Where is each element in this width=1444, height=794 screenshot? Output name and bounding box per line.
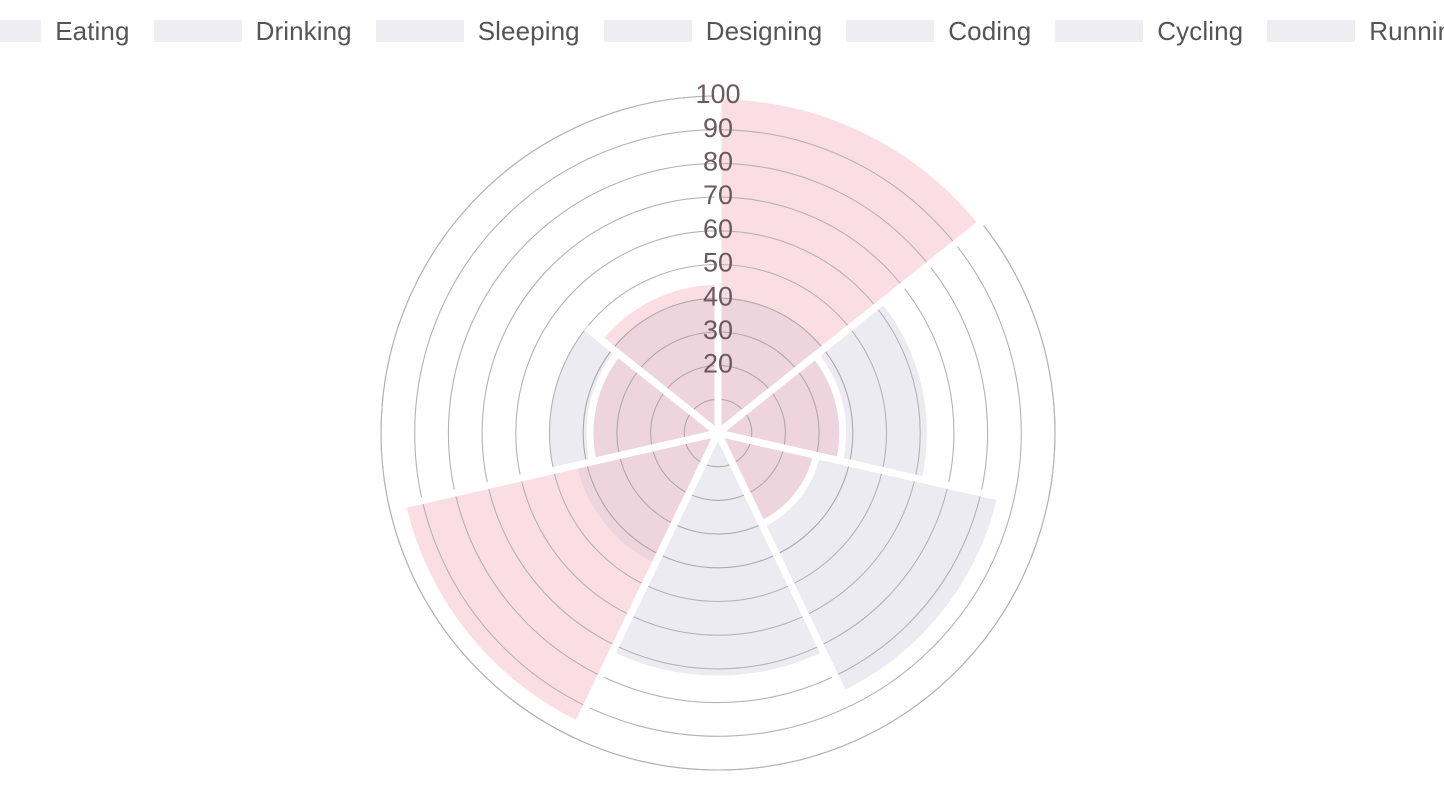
radial-tick-label: 20	[703, 349, 733, 379]
legend-swatch-icon	[846, 20, 935, 42]
legend-item-sleeping[interactable]: Sleeping	[375, 15, 580, 47]
radial-tick-label: 60	[703, 214, 733, 244]
legend-swatch-icon	[375, 20, 464, 42]
legend-item-label: Drinking	[255, 15, 352, 46]
legend-item-label: Running	[1369, 15, 1444, 46]
wedge-series-b[interactable]	[612, 433, 824, 676]
wedge-overlap	[576, 433, 718, 564]
radial-tick-label: 40	[703, 281, 733, 311]
legend-item-drinking[interactable]: Drinking	[153, 15, 352, 47]
legend-swatch-icon	[0, 20, 42, 42]
radial-tick-label: 90	[703, 113, 733, 143]
legend-item-label: Designing	[705, 15, 823, 46]
legend-item-label: Sleeping	[477, 15, 580, 46]
wedge-outline-series-a	[586, 349, 722, 465]
legend-item-eating[interactable]: Eating	[0, 16, 130, 47]
wedge-overlap	[589, 353, 718, 462]
legend-item-label: Eating	[55, 15, 130, 46]
radial-tick-label: 80	[703, 147, 733, 177]
legend-item-label: Cycling	[1157, 15, 1244, 46]
legend-swatch-icon	[1267, 20, 1356, 42]
legend-item-running[interactable]: Running	[1267, 16, 1444, 47]
wedge-overlap	[612, 298, 718, 433]
wedge-outlines	[399, 92, 985, 728]
legend-swatch-icon	[1055, 20, 1144, 42]
wedge-outline-series-a	[714, 429, 821, 528]
legend-swatch-icon	[153, 20, 242, 42]
legend-item-designing[interactable]: Designing	[603, 15, 823, 47]
radial-tick-label: 50	[703, 248, 733, 278]
wedge-overlap	[718, 298, 824, 433]
radial-tick-label: 30	[703, 315, 733, 345]
legend-item-label: Coding	[948, 15, 1032, 46]
radial-tick-label: 70	[703, 180, 733, 210]
chart-legend: Eating Drinking Sleeping Designing Codin…	[0, 0, 1444, 62]
wedge-outline-series-a	[595, 277, 722, 437]
wedge-outline-series-a	[714, 351, 847, 465]
legend-swatch-icon	[603, 20, 692, 42]
wedge-outline-series-a	[714, 92, 985, 437]
wedge-outline-series-a	[399, 429, 722, 728]
legend-item-coding[interactable]: Coding	[846, 16, 1031, 47]
legend-item-cycling[interactable]: Cycling	[1055, 16, 1243, 47]
radial-tick-label: 100	[695, 79, 740, 109]
